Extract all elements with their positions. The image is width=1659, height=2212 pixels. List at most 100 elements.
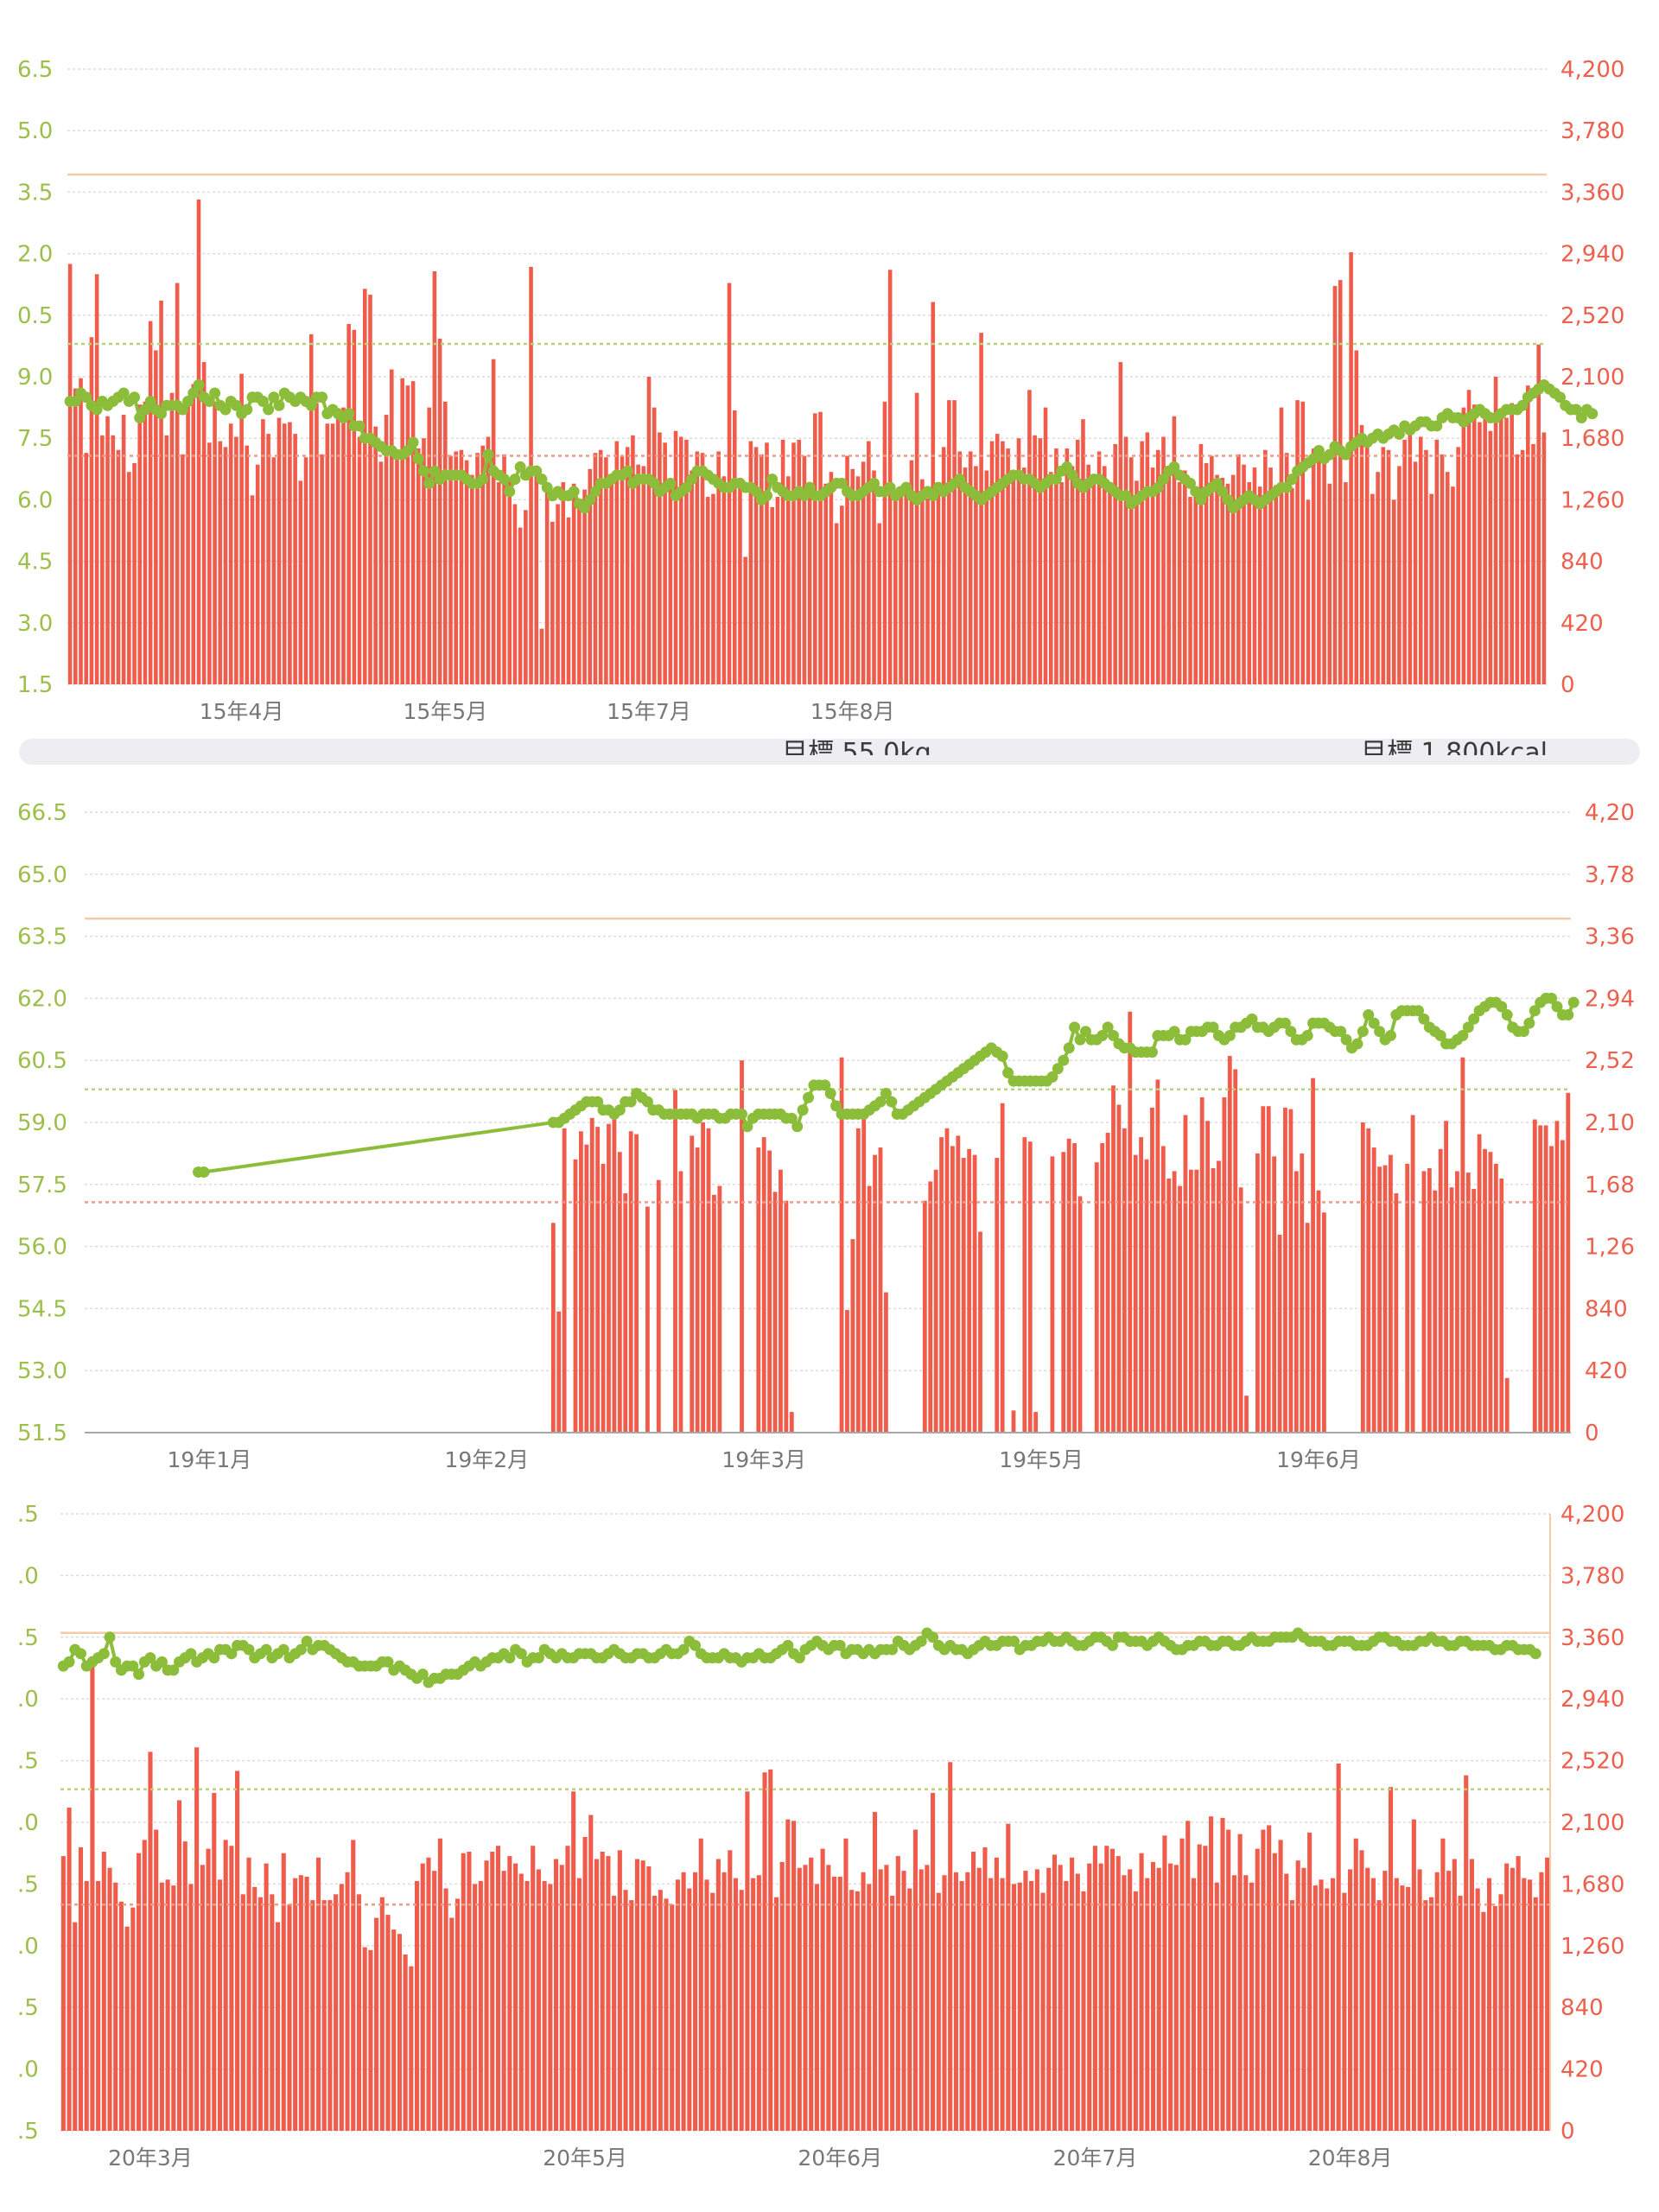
weight-point [1368, 1017, 1380, 1029]
weight-point [504, 1652, 516, 1664]
calorie-bar [1081, 419, 1085, 684]
calorie-bar [1400, 1885, 1405, 2131]
calorie-bar [154, 1829, 159, 2131]
calorie-bar [542, 1881, 547, 2131]
calorie-bar [566, 517, 571, 684]
weight-point [1340, 1033, 1352, 1046]
weight-point [927, 490, 939, 502]
weight-point [1217, 486, 1229, 498]
weight-point [824, 1087, 836, 1099]
calorie-bar [107, 1867, 112, 2131]
calorie-bar [802, 455, 807, 684]
calorie-bar [113, 1882, 118, 2131]
calorie-bar [1194, 1169, 1199, 1433]
calorie-bar [1499, 1178, 1504, 1433]
calorie-bar [391, 1929, 397, 2131]
calorie-bar [137, 404, 143, 684]
calorie-bar [904, 486, 909, 684]
calorie-bar [922, 1200, 927, 1433]
weight-point [305, 399, 317, 411]
calorie-bar [759, 454, 764, 684]
weight-point [1554, 391, 1567, 404]
right-axis-tick-label: 0 [1585, 1421, 1599, 1446]
right-axis-tick-label: 4,200 [1560, 57, 1624, 83]
weight-point [664, 477, 677, 489]
right-axis-tick-label: 1,680 [1560, 426, 1624, 452]
calorie-bar [1198, 443, 1204, 684]
calorie-bar [957, 451, 963, 684]
calorie-bar [629, 1900, 634, 2131]
calorie-bar [873, 1154, 877, 1433]
left-axis-tick-label: 56.0 [17, 1235, 67, 1261]
calorie-bar [614, 441, 620, 684]
calorie-bar [770, 506, 774, 684]
calorie-bar [132, 463, 137, 684]
calorie-bar [1531, 443, 1535, 684]
calorie-bar [1096, 451, 1102, 684]
calorie-bar [524, 1881, 530, 2131]
calorie-bar [772, 1192, 778, 1433]
calorie-bar [779, 1169, 783, 1433]
calorie-bar [652, 407, 657, 684]
weight-point [1102, 1021, 1114, 1033]
calorie-bar [576, 1878, 582, 2131]
calorie-bar [578, 1131, 583, 1433]
calorie-bar [169, 392, 175, 684]
calorie-bar [1109, 1848, 1116, 2131]
calorie-bar [756, 1875, 761, 2131]
calorie-bar [1354, 350, 1359, 684]
calorie-bar [979, 333, 983, 684]
x-axis-tick-label: 15年4月 [200, 699, 284, 724]
calorie-bar [899, 491, 903, 684]
calorie-bar [1247, 482, 1252, 684]
weight-point [690, 1639, 702, 1651]
calorie-bar [1445, 472, 1450, 684]
calorie-bar [950, 1146, 955, 1433]
calorie-bar [1498, 1894, 1503, 2131]
calorie-bar [890, 1896, 895, 2131]
calorie-bar [1465, 1173, 1471, 1433]
calorie-bar [1427, 1167, 1432, 1433]
calorie-bar [518, 1873, 524, 2131]
weight-point [915, 1636, 927, 1648]
left-axis-tick-label: 2.0 [17, 242, 53, 268]
calorie-bar [584, 1144, 589, 1433]
calorie-bar [252, 1886, 257, 2131]
right-axis-tick-label: 2,94 [1585, 986, 1635, 1012]
calorie-bar [1205, 1121, 1211, 1433]
weight-point [868, 477, 880, 489]
calorie-bar [1405, 1163, 1410, 1433]
calorie-bar [1183, 1115, 1188, 1433]
weight-point [129, 391, 141, 404]
left-axis-tick-label: .5 [17, 1872, 39, 1897]
calorie-bar [837, 1876, 842, 2131]
calorie-bar [1027, 390, 1032, 684]
right-axis-tick-label: 3,360 [1560, 180, 1624, 206]
calorie-bar [196, 199, 201, 684]
calorie-bar [1172, 416, 1177, 684]
calorie-bar [1451, 486, 1455, 684]
calorie-bar [1226, 1829, 1231, 2131]
calorie-bar [548, 1884, 553, 2131]
weight-point [766, 474, 779, 486]
calorie-bar [878, 1869, 883, 2131]
weight-point [1393, 428, 1405, 440]
calorie-bar [1100, 1142, 1105, 1433]
calorie-bar [1188, 1169, 1193, 1433]
calorie-bar [405, 385, 410, 684]
right-axis-tick-label: 1,260 [1560, 1934, 1624, 1960]
weight-point [1431, 420, 1443, 432]
calorie-bar [1034, 1869, 1039, 2131]
calorie-bar [1353, 1838, 1358, 2131]
calorie-bar [668, 482, 673, 684]
calorie-bar [740, 1060, 744, 1433]
target-summary-bar [19, 739, 1640, 765]
weight-point [1224, 1029, 1236, 1041]
calorie-bar [1338, 280, 1343, 684]
calorie-bar [1424, 449, 1428, 684]
calorie-bar [339, 1884, 344, 2131]
weight-point [1195, 493, 1207, 505]
calorie-bar [1283, 1107, 1287, 1433]
calorie-bar [706, 1128, 711, 1433]
calorie-bar [1444, 1121, 1449, 1433]
